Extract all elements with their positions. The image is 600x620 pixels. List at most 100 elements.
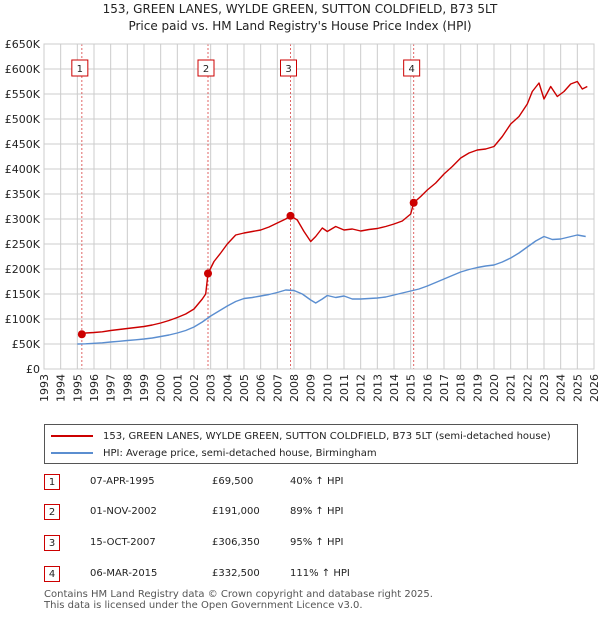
sale-4-marker xyxy=(409,198,418,207)
x-tick-label: 2017 xyxy=(438,374,451,402)
y-tick-label: £0 xyxy=(26,363,40,376)
x-tick-label: 2015 xyxy=(405,374,418,402)
x-tick-label: 2013 xyxy=(371,374,384,402)
x-tick-label: 2026 xyxy=(588,374,600,402)
y-tick-label: £200K xyxy=(5,263,41,276)
x-tick-label: 2019 xyxy=(471,374,484,402)
property-series-line xyxy=(81,80,588,335)
sale-date: 07-APR-1995 xyxy=(90,476,155,487)
sale-price: £332,500 xyxy=(212,568,260,579)
sale-hpi-change: 89% ↑ HPI xyxy=(290,506,344,517)
legend-item-property: 153, GREEN LANES, WYLDE GREEN, SUTTON CO… xyxy=(51,428,551,444)
legend-item-hpi: HPI: Average price, semi-detached house,… xyxy=(51,445,377,461)
y-tick-label: £450K xyxy=(5,138,41,151)
x-tick-label: 1994 xyxy=(55,374,68,402)
series-lines xyxy=(77,80,588,345)
x-tick-label: 2024 xyxy=(555,374,568,402)
sale-number-badge: 3 xyxy=(44,535,60,551)
sale-2-label-box xyxy=(197,59,215,77)
sale-1-marker xyxy=(77,330,86,339)
x-tick-label: 2014 xyxy=(388,374,401,402)
sale-3-label: 3 xyxy=(285,64,291,75)
sale-labels: 1 2 3 4 xyxy=(71,59,421,77)
x-axis-ticks: 1993 1994 1995 1996 1997 1998 1999 2000 2001 2002… xyxy=(38,374,600,402)
x-tick-label: 2020 xyxy=(488,374,501,402)
y-tick-label: £100K xyxy=(5,313,41,326)
x-tick-label: 1999 xyxy=(138,374,151,402)
x-tick-label: 1998 xyxy=(121,374,134,402)
sale-date: 15-OCT-2007 xyxy=(90,537,156,548)
sale-3-marker xyxy=(286,211,295,220)
sale-price: £191,000 xyxy=(212,506,260,517)
legend: 153, GREEN LANES, WYLDE GREEN, SUTTON CO… xyxy=(44,424,578,464)
table-row: 1 07-APR-1995 £69,500 40% ↑ HPI xyxy=(44,474,404,492)
sale-2-marker xyxy=(204,269,212,278)
x-tick-label: 2025 xyxy=(571,374,584,402)
footer-licence: This data is licensed under the Open Gov… xyxy=(44,600,363,611)
x-tick-label: 2004 xyxy=(221,374,234,402)
y-tick-label: £300K xyxy=(5,213,41,226)
x-tick-label: 2023 xyxy=(538,374,551,402)
x-tick-label: 2005 xyxy=(238,374,251,402)
x-tick-label: 2018 xyxy=(455,374,468,402)
x-tick-label: 2007 xyxy=(271,374,284,402)
sale-1-label-box xyxy=(71,59,89,77)
sale-4-label-box xyxy=(403,59,421,77)
x-tick-label: 2022 xyxy=(521,374,534,402)
sale-price: £69,500 xyxy=(212,476,254,487)
price-chart: 153, GREEN LANES, WYLDE GREEN, SUTTON CO… xyxy=(5,2,600,402)
y-tick-label: £500K xyxy=(5,113,41,126)
x-tick-label: 2002 xyxy=(188,374,201,402)
x-tick-label: 1996 xyxy=(88,374,101,402)
chart-title: 153, GREEN LANES, WYLDE GREEN, SUTTON CO… xyxy=(103,2,498,16)
sale-2-label: 2 xyxy=(203,64,209,75)
hpi-line-swatch xyxy=(51,452,93,454)
x-tick-label: 2016 xyxy=(421,374,434,402)
sale-price: £306,350 xyxy=(212,537,260,548)
sale-hpi-change: 111% ↑ HPI xyxy=(290,568,350,579)
y-axis-ticks: £0 £50K £100K £150K £200K £250K £300K £350K £400… xyxy=(5,38,41,376)
chart-subtitle: Price paid vs. HM Land Registry's House … xyxy=(128,19,471,33)
x-tick-label: 2000 xyxy=(155,374,168,402)
x-tick-label: 1997 xyxy=(105,374,118,402)
x-tick-label: 1995 xyxy=(71,374,84,402)
footer: Contains HM Land Registry data © Crown c… xyxy=(44,589,433,611)
y-tick-label: £650K xyxy=(5,38,41,51)
hpi-series-line xyxy=(77,234,586,345)
sale-date: 01-NOV-2002 xyxy=(90,506,157,517)
y-tick-label: £600K xyxy=(5,63,41,76)
x-tick-label: 2012 xyxy=(355,374,368,402)
legend-hpi-label: HPI: Average price, semi-detached house,… xyxy=(103,447,377,459)
sale-date: 06-MAR-2015 xyxy=(90,568,158,579)
x-tick-label: 2001 xyxy=(171,374,184,402)
x-tick-label: 2006 xyxy=(255,374,268,402)
footer-copyright: Contains HM Land Registry data © Crown c… xyxy=(44,589,433,600)
x-tick-label: 2010 xyxy=(321,374,334,402)
sale-3-label-box xyxy=(280,59,297,77)
y-tick-label: £150K xyxy=(5,288,41,301)
x-tick-label: 2008 xyxy=(288,374,301,402)
x-tick-label: 2011 xyxy=(338,374,351,402)
x-tick-label: 1993 xyxy=(38,374,51,402)
table-row: 3 15-OCT-2007 £306,350 95% ↑ HPI xyxy=(44,535,404,553)
sale-hpi-change: 95% ↑ HPI xyxy=(290,537,344,548)
sale-number-badge: 1 xyxy=(44,474,60,490)
table-row: 2 01-NOV-2002 £191,000 89% ↑ HPI xyxy=(44,504,404,522)
plot-border xyxy=(43,43,595,370)
x-tick-label: 2009 xyxy=(305,374,318,402)
y-tick-label: £400K xyxy=(5,163,41,176)
sale-4-label: 4 xyxy=(408,64,414,75)
y-tick-label: £350K xyxy=(5,188,41,201)
y-tick-label: £250K xyxy=(5,238,41,251)
legend-property-label: 153, GREEN LANES, WYLDE GREEN, SUTTON CO… xyxy=(103,430,551,442)
y-tick-label: £550K xyxy=(5,88,41,101)
sale-number-badge: 4 xyxy=(44,566,60,582)
property-line-swatch xyxy=(51,435,93,437)
sale-1-label: 1 xyxy=(77,64,83,75)
x-tick-label: 2003 xyxy=(205,374,218,402)
x-tick-label: 2021 xyxy=(505,374,518,402)
sale-markers xyxy=(77,198,418,339)
sale-hpi-change: 40% ↑ HPI xyxy=(290,476,344,487)
table-row: 4 06-MAR-2015 £332,500 111% ↑ HPI xyxy=(44,566,404,584)
y-tick-label: £50K xyxy=(12,338,41,351)
